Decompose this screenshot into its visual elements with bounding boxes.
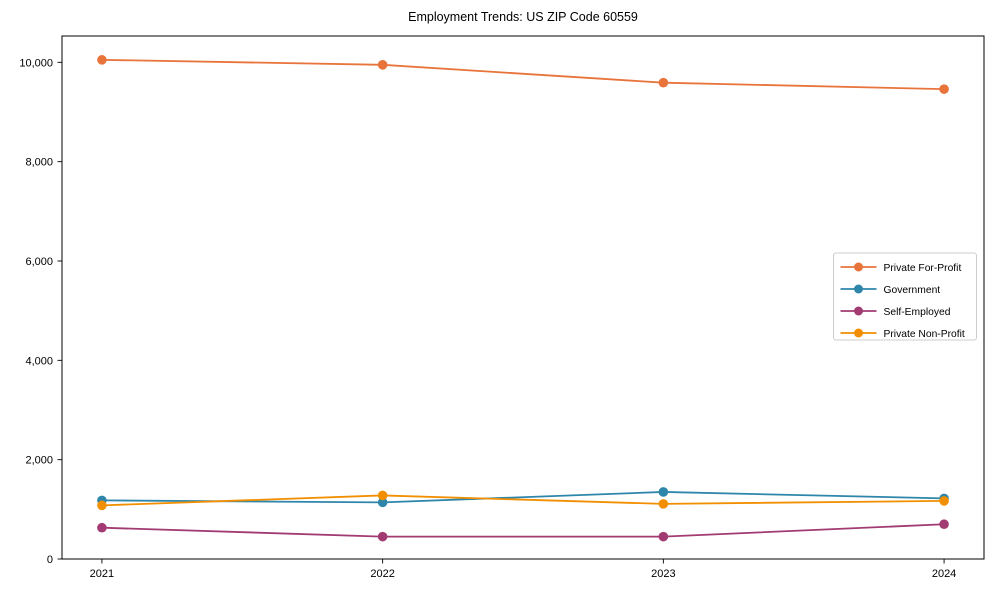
data-point-private-non-profit-2021 — [97, 500, 107, 511]
series-line-self-employed — [101, 523, 945, 538]
data-point-private-for-profit-2023 — [658, 77, 669, 88]
legend-label-self-employed: Self-Employed — [884, 307, 951, 318]
data-point-government-2022 — [377, 497, 388, 508]
legend-label-government: Government — [884, 285, 941, 296]
data-point-private-for-profit-2022 — [377, 60, 388, 70]
data-point-self-employed-2021 — [97, 522, 107, 533]
chart-title: Employment Trends: US ZIP Code 60559 — [408, 10, 638, 24]
y-tick-label: 2,000 — [25, 455, 53, 467]
legend-label-private-non-profit: Private Non-Profit — [884, 329, 965, 340]
x-tick-label: 2023 — [651, 568, 675, 580]
data-point-self-employed-2022 — [377, 531, 388, 542]
x-tick-label: 2022 — [370, 568, 394, 580]
y-tick-label: 10,000 — [19, 57, 53, 69]
y-tick-label: 8,000 — [25, 157, 53, 169]
legend-marker-dot-private-non-profit — [854, 328, 863, 338]
series-line-private-non-profit — [101, 494, 945, 507]
data-point-private-for-profit-2021 — [97, 55, 107, 65]
legend-marker-dot-government — [854, 284, 863, 294]
series-line-private-for-profit — [101, 58, 945, 91]
data-point-private-non-profit-2022 — [377, 490, 388, 501]
data-point-private-for-profit-2024 — [939, 84, 949, 94]
y-tick-label: 6,000 — [25, 256, 53, 268]
data-point-private-non-profit-2024 — [939, 496, 949, 506]
legend-frame — [833, 252, 977, 341]
legend-marker-dot-self-employed — [854, 306, 863, 316]
legend-label-private-for-profit: Private For-Profit — [884, 263, 962, 274]
x-tick-label: 2024 — [932, 568, 956, 580]
data-point-self-employed-2024 — [939, 519, 949, 530]
plot-border — [61, 35, 985, 560]
legend-marker-dot-private-for-profit — [854, 262, 863, 272]
y-tick-label: 0 — [47, 554, 53, 566]
data-point-private-non-profit-2023 — [658, 499, 669, 509]
y-tick-label: 4,000 — [25, 355, 53, 367]
data-point-government-2023 — [658, 487, 669, 497]
data-point-self-employed-2023 — [658, 531, 669, 542]
series-line-government — [101, 491, 945, 504]
x-tick-label: 2021 — [90, 568, 114, 580]
